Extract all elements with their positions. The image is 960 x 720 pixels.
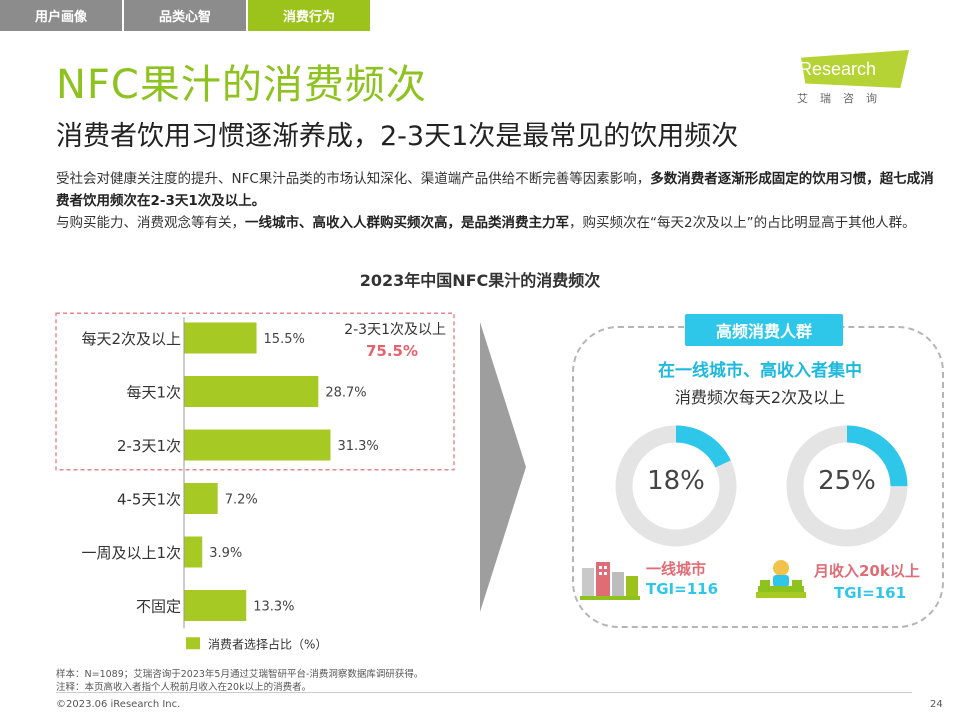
bar-5 (184, 590, 247, 621)
bar-3 (184, 483, 218, 514)
logo-subtitle: 艾瑞咨询 (797, 92, 889, 105)
donut-arc-0 (615, 425, 737, 547)
iresearch-logo: iResearch 艾瑞咨询 (793, 50, 913, 110)
donut-arc-1 (786, 425, 908, 547)
bar-0 (184, 322, 257, 354)
donut-high-income (786, 425, 908, 547)
category-label-1: 每天1次 (126, 384, 181, 402)
category-label-4: 一周及以上1次 (81, 544, 181, 562)
annotation-box (55, 312, 455, 471)
page-title: NFC果汁的消费频次 (56, 62, 427, 108)
copyright: ©2023.06 iResearch Inc. (56, 699, 181, 710)
annotation-label: 2-3天1次及以上 (344, 322, 446, 338)
legend-swatch (186, 637, 200, 650)
page-subtitle: 消费者饮用习惯逐渐养成，2-3天1次是最常见的饮用频次 (56, 121, 739, 152)
tab-category-mindshare[interactable]: 品类心智 (124, 0, 246, 31)
frequency-bar-chart: 每天2次及以上 15.5% 每天1次 28.7% 2-3天1次 31.3% 4-5天1次 7.… (55, 312, 455, 651)
value-label-0: 15.5% (264, 332, 305, 347)
desc-p1-bold: 多数消费者逐渐形成固定的饮用习惯，超七成消费者饮用频次在2-3天1次及以上。 (56, 171, 934, 209)
legend-label: 消费者选择占比（%） (208, 636, 327, 651)
value-label-3: 7.2% (225, 493, 258, 508)
annotation-value: 75.5% (366, 342, 418, 360)
tier1-city-tgi: TGI=116 (646, 580, 719, 598)
description-paragraph-1: 受社会对健康关注度的提升、NFC果汁品类的市场认知深化、渠道端产品供给不断完善等… (56, 168, 936, 212)
description: 受社会对健康关注度的提升、NFC果汁品类的市场认知深化、渠道端产品供给不断完善等… (56, 168, 936, 234)
category-label-5: 不固定 (136, 598, 181, 616)
desc-p2-text-a: 与购买能力、消费观念等有关， (56, 215, 245, 231)
donut-tier1-city-label: 18% (647, 466, 705, 496)
bar-4 (184, 536, 203, 568)
category-label-2: 2-3天1次 (117, 437, 181, 455)
city-buildings-icon (580, 562, 640, 600)
donut-high-income-label: 25% (818, 466, 876, 496)
bar-2 (184, 429, 331, 461)
footnote-sample: 样本：N=1089；艾瑞咨询于2023年5月通过艾瑞智研平台-消费洞察数据库调研… (56, 669, 424, 680)
high-income-group: 月收入20k以上 (814, 562, 920, 580)
category-label-3: 4-5天1次 (117, 491, 181, 509)
chart-title: 2023年中国NFC果汁的消费频次 (359, 271, 601, 290)
footer-divider (56, 692, 912, 693)
page-number: 24 (930, 699, 943, 710)
footnote-note: 注释：本页高收入者指个人税前月收入在20k以上的消费者。 (56, 682, 312, 693)
top-tabs: 用户画像 品类心智 消费行为 (0, 0, 372, 31)
value-label-5: 13.3% (253, 600, 294, 615)
donut-tier1-city (615, 425, 737, 547)
panel-subline: 消费频次每天2次及以上 (674, 388, 846, 407)
panel-headline: 在一线城市、高收入者集中 (658, 361, 862, 381)
high-income-tgi: TGI=161 (834, 584, 907, 602)
tab-user-profile[interactable]: 用户画像 (0, 0, 122, 31)
category-label-0: 每天2次及以上 (81, 330, 181, 348)
value-label-4: 3.9% (209, 546, 242, 561)
tab-consumption-behavior[interactable]: 消费行为 (248, 0, 370, 31)
value-label-1: 28.7% (325, 386, 366, 401)
desc-p2-bold: 一线城市、高收入人群购买频次高，是品类消费主力军 (245, 215, 569, 231)
right-arrow-icon (480, 322, 526, 612)
bar-1 (184, 376, 319, 407)
tier1-city-group: 一线城市 (646, 560, 707, 578)
panel-tag: 高频消费人群 (685, 314, 843, 346)
logo-name: iResearch (795, 59, 877, 79)
desc-p1-text: 受社会对健康关注度的提升、NFC果汁品类的市场认知深化、渠道端产品供给不断完善等… (56, 171, 651, 187)
desc-p2-text-b: ，购买频次在“每天2次及以上”的占比明显高于其他人群。 (569, 215, 916, 231)
value-label-2: 31.3% (337, 439, 378, 454)
money-stack-icon (756, 560, 806, 598)
description-paragraph-2: 与购买能力、消费观念等有关，一线城市、高收入人群购买频次高，是品类消费主力军，购… (56, 212, 936, 234)
